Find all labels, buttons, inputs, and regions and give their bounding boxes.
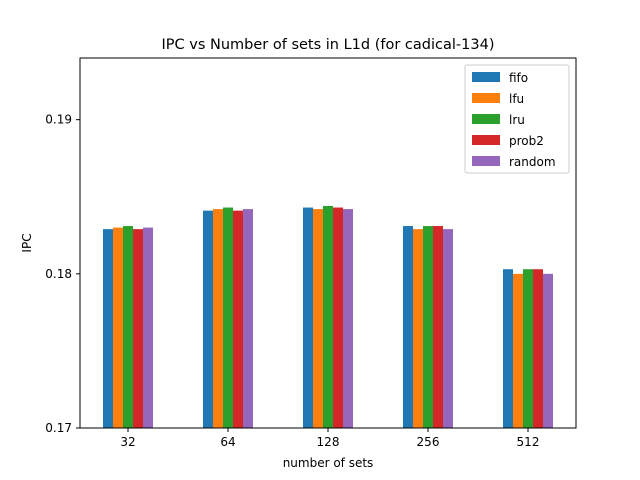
bar-prob2-512 [533, 269, 543, 428]
legend-label-random: random [509, 155, 556, 169]
bar-prob2-256 [433, 226, 443, 428]
y-axis-label: IPC [20, 233, 34, 252]
bar-random-32 [143, 227, 153, 428]
bar-fifo-32 [103, 229, 113, 428]
bar-fifo-512 [503, 269, 513, 428]
bar-prob2-64 [233, 210, 243, 428]
bars-group [103, 206, 553, 428]
bar-lru-32 [123, 226, 133, 428]
x-tick-label: 128 [317, 435, 340, 449]
bar-lru-256 [423, 226, 433, 428]
legend-swatch-fifo [472, 72, 500, 82]
legend-swatch-lru [472, 114, 500, 124]
y-tick-label: 0.17 [45, 421, 72, 435]
bar-lfu-32 [113, 227, 123, 428]
legend: fifo lfu lru prob2 random [464, 64, 570, 174]
bar-fifo-128 [303, 207, 313, 428]
bar-lru-512 [523, 269, 533, 428]
bar-fifo-256 [403, 226, 413, 428]
x-ticks: 32 64 128 256 512 [120, 428, 539, 449]
bar-lru-128 [323, 206, 333, 428]
bar-prob2-32 [133, 229, 143, 428]
bar-lfu-256 [413, 229, 423, 428]
bar-lfu-128 [313, 209, 323, 428]
x-tick-label: 256 [417, 435, 440, 449]
bar-random-256 [443, 229, 453, 428]
legend-label-lfu: lfu [509, 92, 524, 106]
legend-swatch-random [472, 156, 500, 166]
legend-swatch-prob2 [472, 135, 500, 145]
bar-lru-64 [223, 207, 233, 428]
y-tick-label: 0.18 [45, 267, 72, 281]
legend-label-fifo: fifo [509, 71, 528, 85]
y-ticks: 0.17 0.18 0.19 [45, 113, 80, 435]
legend-label-prob2: prob2 [509, 134, 544, 148]
bar-fifo-64 [203, 210, 213, 428]
plot-frame [79, 57, 577, 429]
chart-title: IPC vs Number of sets in L1d (for cadica… [162, 37, 495, 53]
x-tick-label: 32 [120, 435, 135, 449]
legend-box [464, 64, 570, 174]
bar-random-64 [243, 209, 253, 428]
x-tick-label: 512 [517, 435, 540, 449]
bar-prob2-128 [333, 207, 343, 428]
x-axis-label: number of sets [283, 456, 374, 470]
bar-lfu-64 [213, 209, 223, 428]
legend-label-lru: lru [509, 113, 525, 127]
y-tick-label: 0.19 [45, 113, 72, 127]
bar-random-128 [343, 209, 353, 428]
bar-random-512 [543, 273, 553, 428]
legend-swatch-lfu [472, 93, 500, 103]
x-tick-label: 64 [220, 435, 235, 449]
bar-lfu-512 [513, 273, 523, 428]
